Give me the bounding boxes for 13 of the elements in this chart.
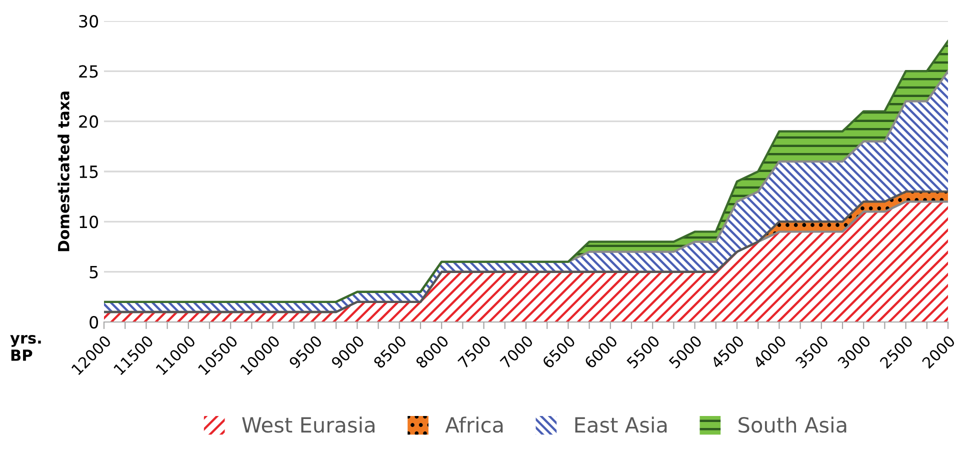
y-tick-label: 20 bbox=[79, 115, 98, 128]
x-axis-title: yrs. BP bbox=[10, 334, 41, 361]
y-tick-label: 5 bbox=[90, 266, 98, 278]
y-tick-label: 25 bbox=[79, 65, 98, 78]
y-tick-label: 30 bbox=[79, 14, 98, 28]
y-tick-label: 0 bbox=[90, 316, 98, 329]
legend-label: West Eurasia bbox=[242, 416, 374, 433]
y-tick-label: 15 bbox=[80, 166, 98, 178]
legend-label: South Asia bbox=[738, 416, 846, 433]
legend-label: East Asia bbox=[575, 416, 667, 433]
legend-label: Africa bbox=[445, 416, 503, 433]
y-tick-label: 10 bbox=[80, 216, 98, 228]
y-axis-title: Domesticated taxa bbox=[58, 92, 70, 252]
